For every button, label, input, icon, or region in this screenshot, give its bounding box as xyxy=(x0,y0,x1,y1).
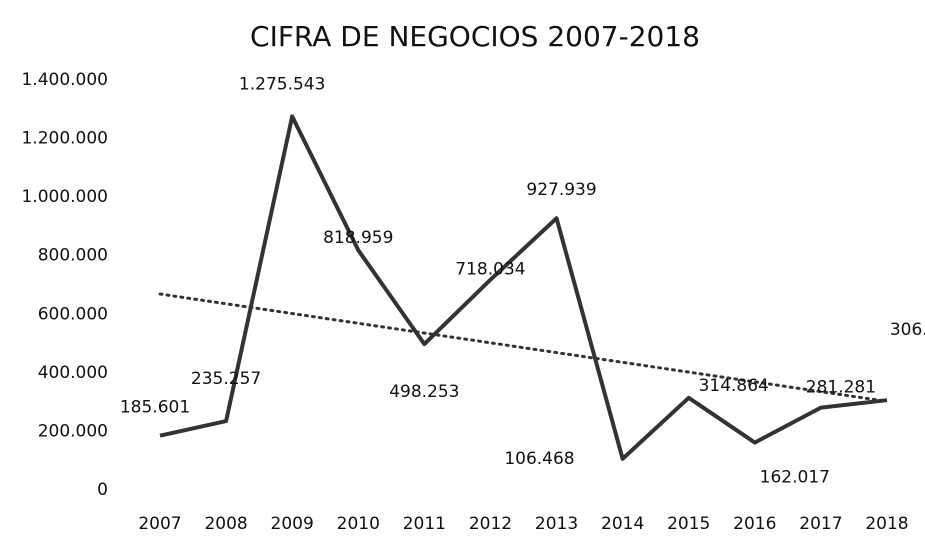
x-tick-label: 2011 xyxy=(403,514,446,534)
y-tick-label: 400.000 xyxy=(38,363,108,383)
y-tick-label: 1.200.000 xyxy=(21,129,108,149)
data-label: 235.257 xyxy=(191,369,261,389)
x-tick-label: 2012 xyxy=(469,514,512,534)
y-tick-label: 600.000 xyxy=(38,304,108,324)
data-label: 281.281 xyxy=(806,378,876,398)
chart-title: CIFRA DE NEGOCIOS 2007-2018 xyxy=(250,20,700,53)
x-tick-label: 2016 xyxy=(733,514,776,534)
x-tick-label: 2010 xyxy=(337,514,380,534)
y-tick-label: 200.000 xyxy=(38,421,108,441)
y-tick-label: 1.400.000 xyxy=(21,70,108,90)
x-tick-label: 2014 xyxy=(601,514,644,534)
x-tick-label: 2015 xyxy=(667,514,710,534)
y-tick-label: 0 xyxy=(97,480,108,500)
data-label: 498.253 xyxy=(389,382,459,402)
data-label: 185.601 xyxy=(120,398,190,418)
x-tick-label: 2013 xyxy=(535,514,578,534)
x-tick-label: 2009 xyxy=(271,514,314,534)
data-label: 1.275.543 xyxy=(239,74,326,94)
y-tick-label: 800.000 xyxy=(38,246,108,266)
data-label: 314.864 xyxy=(699,376,769,396)
data-label: 106.468 xyxy=(504,449,574,469)
line xyxy=(159,114,888,461)
x-tick-label: 2017 xyxy=(799,514,842,534)
x-tick-label: 2007 xyxy=(138,514,181,534)
data-label: 718.034 xyxy=(455,260,525,280)
x-tick-label: 2008 xyxy=(204,514,247,534)
data-label: 818.959 xyxy=(323,228,393,248)
x-tick-label: 2018 xyxy=(865,514,908,534)
data-label: 306.692 xyxy=(890,320,925,340)
data-label: 162.017 xyxy=(760,468,830,488)
y-tick-label: 1.000.000 xyxy=(21,187,108,207)
data-label: 927.939 xyxy=(526,180,596,200)
trendline xyxy=(158,292,889,403)
